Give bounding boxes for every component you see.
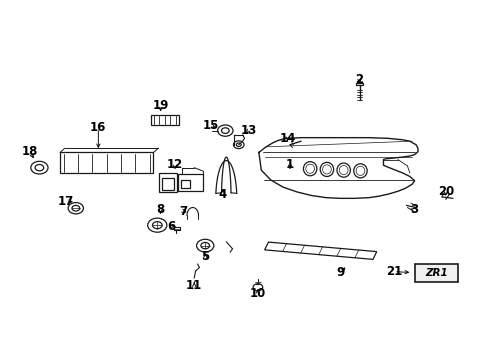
Circle shape [147,218,166,232]
Text: 15: 15 [203,119,219,132]
Circle shape [31,161,48,174]
Bar [162,177,174,190]
Text: 12: 12 [166,158,183,171]
Text: 19: 19 [152,99,168,112]
Text: 20: 20 [437,185,453,198]
Bar [355,83,362,85]
Circle shape [221,128,229,134]
Bar [60,153,153,173]
Circle shape [68,203,83,214]
Bar [178,174,203,190]
Bar [159,173,177,192]
Text: 17: 17 [58,195,74,208]
Text: 8: 8 [156,203,164,216]
Ellipse shape [353,164,366,178]
Text: 2: 2 [355,73,363,86]
Bar [151,116,179,125]
Bar [181,180,189,189]
Circle shape [152,222,162,229]
Ellipse shape [336,163,350,177]
Text: 5: 5 [201,251,209,264]
Text: 6: 6 [167,220,175,233]
Ellipse shape [322,165,330,174]
Ellipse shape [305,164,314,173]
Ellipse shape [320,162,333,176]
Ellipse shape [303,162,316,176]
Text: 16: 16 [90,121,106,134]
Text: 7: 7 [179,204,187,217]
Text: 18: 18 [21,145,38,158]
Text: 13: 13 [240,124,256,137]
Circle shape [72,206,80,211]
Text: 21: 21 [385,265,401,278]
Ellipse shape [355,166,364,175]
Circle shape [35,165,43,171]
Ellipse shape [339,166,347,175]
Circle shape [196,239,213,252]
Circle shape [233,141,244,149]
Bar [414,264,457,282]
Text: 10: 10 [249,287,265,300]
Text: 1: 1 [285,158,293,171]
Text: 11: 11 [185,279,202,292]
Text: ZR1: ZR1 [424,268,447,278]
Text: 9: 9 [336,266,344,279]
Polygon shape [264,242,376,259]
Circle shape [217,125,232,136]
Circle shape [236,143,241,147]
Circle shape [253,284,262,291]
Text: 4: 4 [218,188,226,201]
Text: 3: 3 [410,203,418,216]
Text: 14: 14 [279,132,295,145]
Circle shape [201,242,209,249]
